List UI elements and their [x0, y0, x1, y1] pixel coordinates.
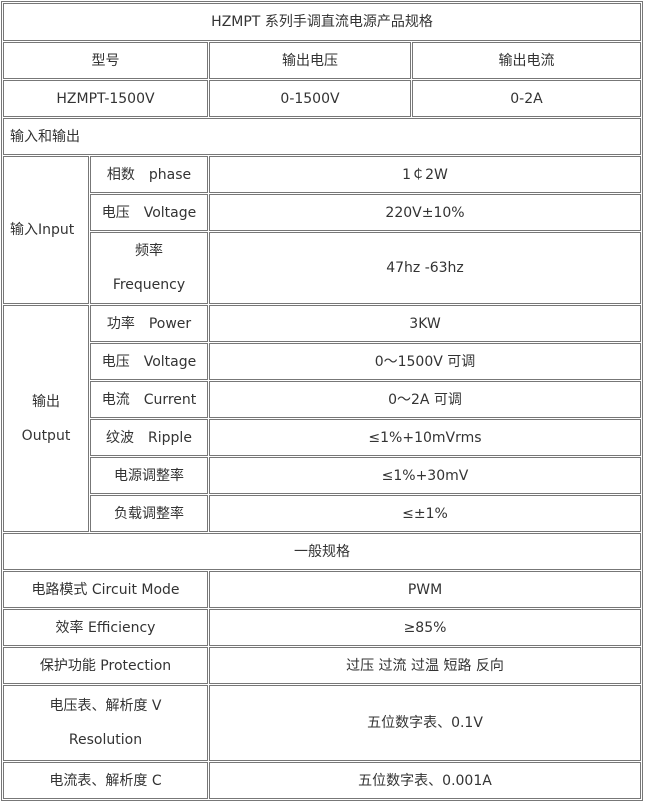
header-current: 输出电流 [412, 42, 641, 79]
spec-value: ≤1%+30mV [209, 457, 641, 494]
spec-label: 电源调整率 [90, 457, 208, 494]
spec-label: 相数 phase [90, 156, 208, 193]
spec-label: 效率 Efficiency [3, 609, 208, 646]
header-voltage: 输出电压 [209, 42, 411, 79]
general-section-heading: 一般规格 [3, 533, 641, 570]
spec-label: 电压表、解析度 V Resolution [3, 685, 208, 761]
spec-label: 电流 Current [90, 381, 208, 418]
header-model: 型号 [3, 42, 208, 79]
spec-label: 负载调整率 [90, 495, 208, 532]
label-en: Output [21, 427, 71, 444]
spec-label: 功率 Power [90, 305, 208, 342]
current-value: 0-2A [412, 80, 641, 117]
label-cn: 输出 [32, 393, 60, 410]
spec-value: 47hz -63hz [209, 232, 641, 304]
spec-value: 0～2A 可调 [209, 381, 641, 418]
voltage-value: 0-1500V [209, 80, 411, 117]
spec-value: 五位数字表、0.1V [209, 685, 641, 761]
input-group-label: 输入Input [3, 156, 89, 304]
table-title: HZMPT 系列手调直流电源产品规格 [3, 3, 641, 41]
spec-value: ≤1%+10mVrms [209, 419, 641, 456]
label-en: Resolution [68, 732, 143, 748]
spec-value: 五位数字表、0.001A [209, 762, 641, 799]
spec-value: 过压 过流 过温 短路 反向 [209, 647, 641, 684]
model-value: HZMPT-1500V [3, 80, 208, 117]
spec-value: 0～1500V 可调 [209, 343, 641, 380]
spec-value: 220V±10% [209, 194, 641, 231]
spec-value: ≤±1% [209, 495, 641, 532]
output-group-label: 输出 Output [3, 305, 89, 532]
spec-label: 频率 Frequency [90, 232, 208, 304]
label-cn: 频率 [135, 243, 163, 259]
spec-label: 保护功能 Protection [3, 647, 208, 684]
spec-label: 电压 Voltage [90, 194, 208, 231]
label-cn: 电压表、解析度 V [49, 698, 162, 714]
spec-value: 3KW [209, 305, 641, 342]
spec-value: ≥85% [209, 609, 641, 646]
spec-label: 纹波 Ripple [90, 419, 208, 456]
label-en: Frequency [112, 277, 186, 293]
spec-label: 电流表、解析度 C [3, 762, 208, 799]
io-section-heading: 输入和输出 [3, 118, 641, 155]
spec-label: 电压 Voltage [90, 343, 208, 380]
spec-value: PWM [209, 571, 641, 608]
spec-value: 1￠2W [209, 156, 641, 193]
spec-label: 电路模式 Circuit Mode [3, 571, 208, 608]
